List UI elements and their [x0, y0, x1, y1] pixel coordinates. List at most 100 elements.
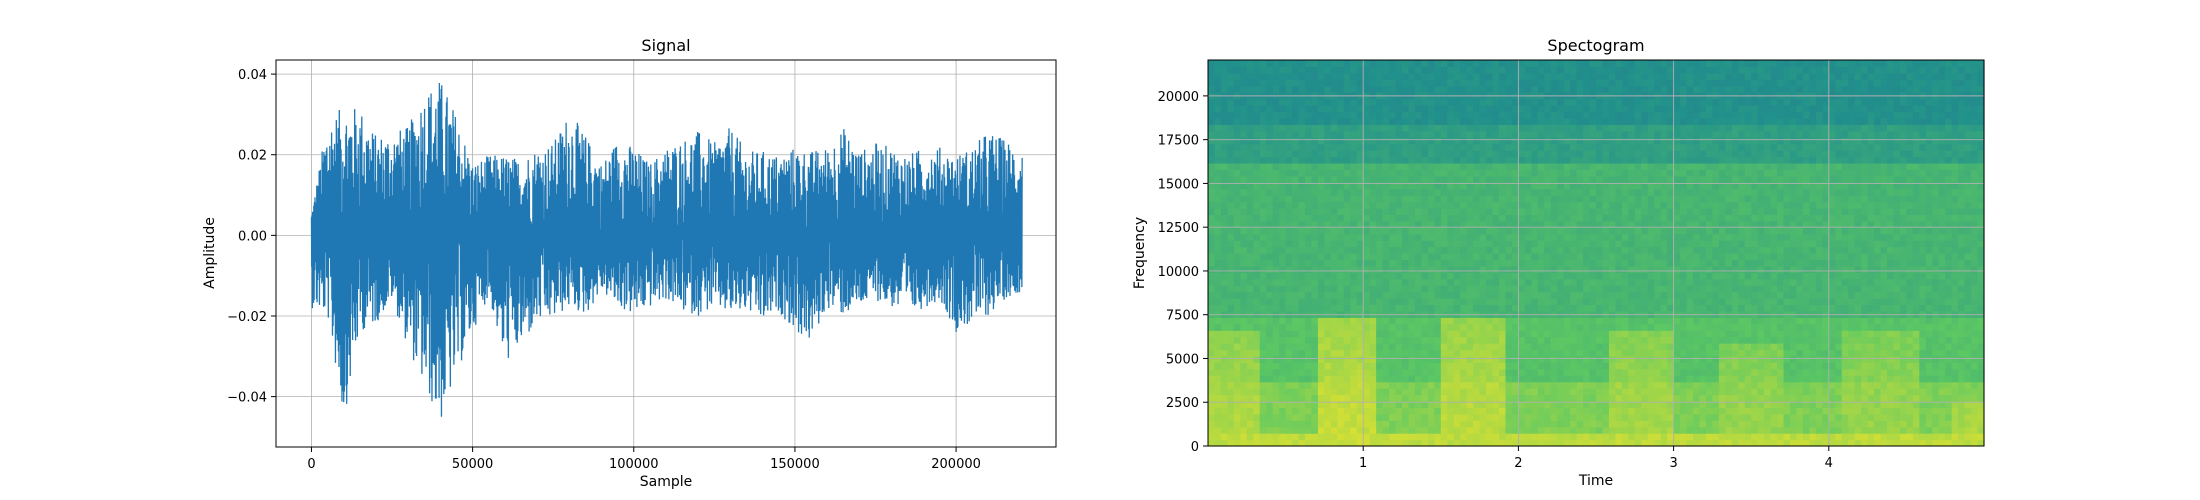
spectrogram-cell — [1932, 400, 1940, 408]
spectrogram-cell — [1596, 349, 1604, 357]
spectrogram-cell — [1796, 253, 1804, 261]
spectrogram-cell — [1208, 188, 1216, 196]
spectrogram-cell — [1389, 349, 1397, 357]
spectrogram-cell — [1977, 240, 1985, 248]
spectrogram-cell — [1279, 195, 1287, 203]
spectrogram-cell — [1544, 233, 1552, 241]
spectrogram-cell — [1848, 220, 1856, 228]
spectrogram-cell — [1544, 355, 1552, 363]
spectrogram-cell — [1227, 433, 1235, 441]
spectrogram-cell — [1809, 220, 1817, 228]
spectrogram-cell — [1680, 227, 1688, 235]
spectrogram-cell — [1518, 400, 1526, 408]
spectrogram-cell — [1919, 336, 1927, 344]
spectrogram-cell — [1751, 439, 1759, 447]
spectrogram-cell — [1951, 330, 1959, 338]
spectrogram-cell — [1292, 413, 1300, 421]
spectrogram-cell — [1699, 375, 1707, 383]
spectrogram-cell — [1919, 265, 1927, 273]
spectrogram-cell — [1343, 413, 1351, 421]
spectrogram-cell — [1382, 188, 1390, 196]
spectrogram-cell — [1208, 349, 1216, 357]
spectrogram-cell — [1363, 400, 1371, 408]
spectrogram-cell — [1499, 195, 1507, 203]
spectrogram-cell — [1285, 439, 1293, 447]
spectrogram-cell — [1673, 227, 1681, 235]
spectrogram-cell — [1486, 259, 1494, 267]
spectrogram-cell — [1848, 407, 1856, 415]
spectrogram-cell — [1382, 426, 1390, 434]
spectrogram-cell — [1389, 413, 1397, 421]
spectrogram-cell — [1828, 375, 1836, 383]
spectrogram-cell — [1214, 343, 1222, 351]
spectrogram-cell — [1615, 188, 1623, 196]
spectrogram-cell — [1214, 349, 1222, 357]
spectrogram-cell — [1925, 323, 1933, 331]
spectrogram-cell — [1693, 240, 1701, 248]
spectrogram-cell — [1233, 407, 1241, 415]
spectrogram-cell — [1453, 182, 1461, 190]
spectrogram-cell — [1790, 182, 1798, 190]
spectrogram-cell — [1628, 400, 1636, 408]
spectrogram-cell — [1259, 343, 1267, 351]
spectrogram-cell — [1751, 265, 1759, 273]
spectrogram-cell — [1214, 375, 1222, 383]
spectrogram-cell — [1912, 272, 1920, 280]
spectrogram-cell — [1208, 285, 1216, 293]
spectrogram-cell — [1356, 278, 1364, 286]
spectrogram-cell — [1861, 265, 1869, 273]
spectrogram-cell — [1893, 278, 1901, 286]
spectrogram-cell — [1925, 265, 1933, 273]
spectrogram-cell — [1337, 355, 1345, 363]
spectrogram-cell — [1887, 336, 1895, 344]
spectrogram-cell — [1958, 298, 1966, 306]
spectrogram-cell — [1738, 298, 1746, 306]
spectrogram-cell — [1395, 246, 1403, 254]
spectrogram-cell — [1408, 323, 1416, 331]
spectrogram-cell — [1389, 233, 1397, 241]
spectrogram-cell — [1802, 207, 1810, 215]
spectrogram-cell — [1389, 259, 1397, 267]
spectrogram-cell — [1382, 336, 1390, 344]
spectrogram-cell — [1305, 201, 1313, 209]
spectrogram-cell — [1621, 323, 1629, 331]
spectrogram-cell — [1350, 201, 1358, 209]
spectrogram-cell — [1874, 349, 1882, 357]
spectrogram-cell — [1285, 349, 1293, 357]
spectrogram-cell — [1790, 336, 1798, 344]
spectrogram-cell — [1951, 388, 1959, 396]
spectrogram-cell — [1731, 272, 1739, 280]
spectrogram-cell — [1874, 330, 1882, 338]
spectrogram-cell — [1531, 298, 1539, 306]
spectrogram-cell — [1712, 413, 1720, 421]
spectrogram-cell — [1240, 317, 1248, 325]
spectrogram-cell — [1899, 330, 1907, 338]
spectrogram-cell — [1977, 182, 1985, 190]
spectrogram-cell — [1712, 407, 1720, 415]
spectrogram-cell — [1880, 214, 1888, 222]
spectrogram-cell — [1208, 278, 1216, 286]
spectrogram-cell — [1317, 201, 1325, 209]
spectrogram-cell — [1977, 420, 1985, 428]
spectrogram-cell — [1550, 304, 1558, 312]
spectrogram-cell — [1705, 207, 1713, 215]
spectrogram-cell — [1932, 343, 1940, 351]
spectrogram-cell — [1563, 272, 1571, 280]
spectrogram-cell — [1841, 413, 1849, 421]
spectrogram-cell — [1531, 420, 1539, 428]
spectrogram-cell — [1544, 298, 1552, 306]
spectrogram-cell — [1466, 381, 1474, 389]
spectrogram-cell — [1589, 188, 1597, 196]
spectrogram-cell — [1240, 207, 1248, 215]
spectrogram-cell — [1298, 195, 1306, 203]
spectrogram-cell — [1602, 413, 1610, 421]
spectrogram-cell — [1389, 175, 1397, 183]
spectrogram-cell — [1867, 240, 1875, 248]
spectrogram-cell — [1563, 253, 1571, 261]
spectrogram-cell — [1835, 278, 1843, 286]
spectrogram-cell — [1925, 182, 1933, 190]
spectrogram-cell — [1731, 233, 1739, 241]
spectrogram-cell — [1647, 426, 1655, 434]
spectrogram-cell — [1680, 214, 1688, 222]
spectrogram-cell — [1292, 220, 1300, 228]
